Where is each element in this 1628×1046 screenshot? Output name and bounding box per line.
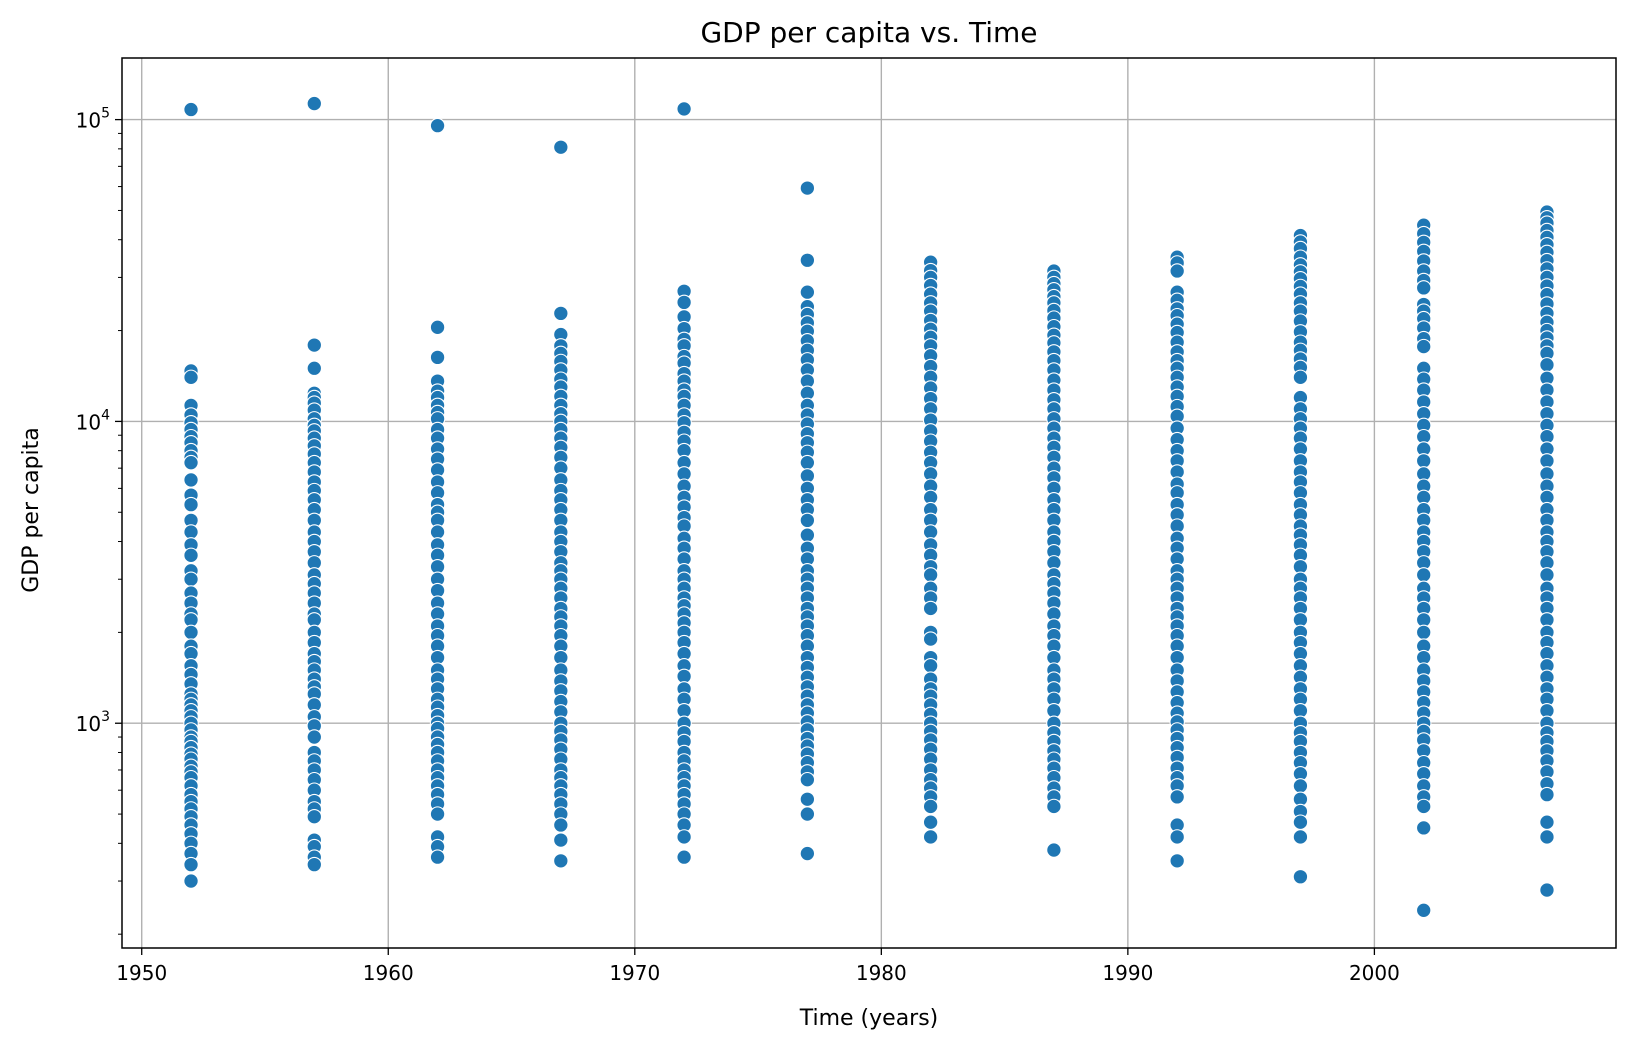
data-point	[1539, 786, 1555, 803]
data-point	[306, 856, 323, 873]
data-points	[183, 95, 1555, 919]
data-point	[1539, 567, 1555, 583]
data-point	[429, 349, 446, 366]
y-axis-label: GDP per capita	[19, 427, 44, 593]
data-point	[799, 527, 816, 543]
data-point	[1539, 357, 1555, 373]
data-point	[553, 139, 569, 155]
data-point	[183, 624, 199, 641]
y-tick-label: 103	[76, 709, 110, 736]
data-point	[922, 524, 939, 540]
data-point	[183, 454, 199, 471]
data-point	[922, 814, 939, 830]
x-tick-label: 1950	[116, 961, 167, 985]
data-point	[1539, 829, 1555, 845]
data-point	[1292, 814, 1309, 830]
data-point	[1292, 829, 1309, 845]
data-point	[1539, 814, 1555, 830]
axis-ticks: 1950 1960 1970 1980 1990 2000 103 104 105	[76, 106, 1400, 985]
chart-title: GDP per capita vs. Time	[700, 16, 1037, 49]
y-tick-label: 104	[76, 407, 110, 434]
data-point	[922, 658, 939, 674]
data-point	[676, 849, 692, 865]
data-point	[1292, 778, 1309, 794]
data-point	[676, 294, 692, 311]
data-point	[1415, 624, 1432, 641]
data-point	[429, 117, 446, 134]
data-point	[1539, 453, 1555, 469]
data-point	[183, 873, 199, 889]
data-point	[306, 95, 323, 112]
data-point	[799, 845, 816, 862]
x-axis-label: Time (years)	[799, 1006, 939, 1031]
data-point	[922, 798, 939, 815]
data-point	[1539, 882, 1555, 898]
data-point	[183, 496, 199, 513]
data-point	[799, 512, 816, 529]
data-point	[1415, 820, 1432, 836]
data-point	[1415, 453, 1432, 469]
data-point	[306, 808, 323, 825]
data-point	[183, 101, 199, 118]
data-point	[1415, 567, 1432, 583]
data-point	[1169, 263, 1185, 279]
data-point	[922, 829, 939, 845]
data-point	[799, 806, 816, 822]
x-tick-label: 1960	[363, 961, 414, 985]
data-point	[429, 806, 446, 822]
data-point	[306, 360, 323, 377]
data-point	[183, 571, 199, 587]
data-point	[1169, 789, 1185, 805]
data-point	[799, 180, 816, 196]
data-point	[1046, 842, 1062, 858]
grid-lines	[122, 58, 1616, 948]
data-point	[922, 631, 939, 647]
data-point	[799, 791, 816, 807]
data-point	[922, 567, 939, 583]
data-point	[922, 600, 939, 617]
data-point	[183, 856, 199, 873]
data-point	[1292, 868, 1309, 885]
x-tick-label: 1990	[1102, 961, 1153, 985]
data-point	[183, 472, 199, 488]
plot-frame	[121, 57, 1617, 949]
data-point	[183, 524, 199, 540]
data-point	[1046, 798, 1062, 815]
data-point	[1415, 798, 1432, 815]
data-point	[1415, 338, 1432, 355]
x-tick-label: 1980	[856, 961, 907, 985]
data-point	[676, 829, 692, 845]
data-point	[1169, 829, 1185, 845]
data-point	[429, 524, 446, 540]
y-tick-label: 105	[76, 106, 110, 133]
data-point	[799, 454, 816, 471]
data-point	[183, 547, 199, 564]
data-point	[429, 849, 446, 865]
data-point	[1292, 369, 1309, 386]
data-point	[1415, 902, 1432, 919]
data-point	[553, 853, 569, 869]
data-point	[1415, 280, 1432, 296]
data-point	[553, 305, 569, 322]
data-point	[306, 729, 323, 745]
data-point	[183, 369, 199, 386]
data-point	[429, 319, 446, 336]
data-point	[799, 284, 816, 300]
x-tick-label: 2000	[1349, 961, 1400, 985]
data-point	[799, 771, 816, 788]
data-point	[1169, 853, 1185, 869]
data-point	[306, 337, 323, 353]
data-point	[799, 252, 816, 268]
data-point	[553, 817, 569, 833]
data-point	[676, 101, 692, 117]
data-point	[553, 832, 569, 848]
x-tick-label: 1970	[609, 961, 660, 985]
